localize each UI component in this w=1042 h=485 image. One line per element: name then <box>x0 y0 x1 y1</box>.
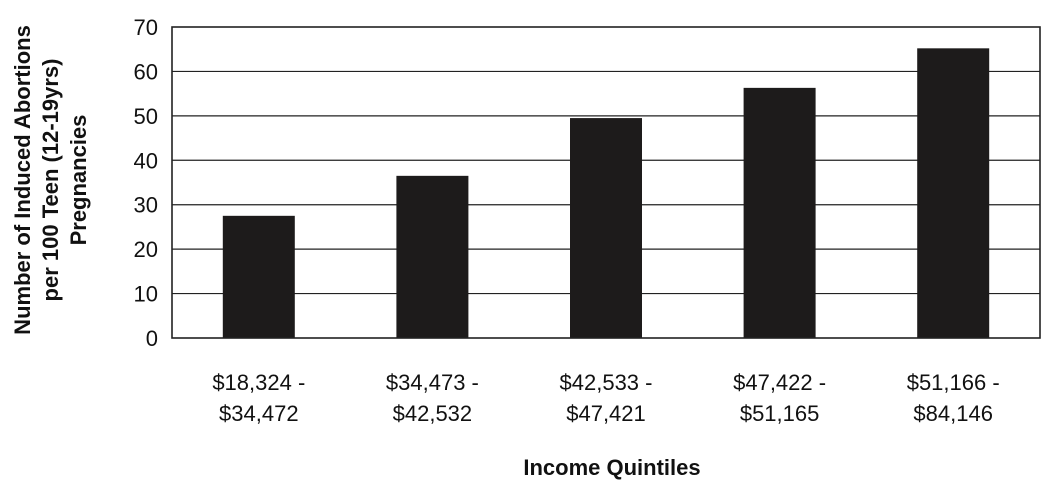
y-tick-label: 50 <box>134 104 158 129</box>
x-category-label: $51,166 - <box>907 370 1000 395</box>
x-category-label: $42,533 - <box>560 370 653 395</box>
bar-4 <box>743 87 816 338</box>
y-axis-title: Number of Induced Abortions per 100 Teen… <box>10 25 91 335</box>
x-category-label: $47,421 <box>566 401 646 426</box>
y-tick-label: 10 <box>134 282 158 307</box>
x-category-label: $42,532 <box>393 401 473 426</box>
y-tick-label: 0 <box>146 326 158 351</box>
x-category-labels: $18,324 - $34,472 $34,473 - $42,532 $42,533 … <box>212 370 999 426</box>
y-axis-title-line-3: Pregnancies <box>66 115 91 246</box>
y-tick-label: 30 <box>134 193 158 218</box>
y-axis-title-line-1: Number of Induced Abortions <box>10 25 35 335</box>
y-tick-label: 20 <box>134 237 158 262</box>
x-category-label: $84,146 <box>913 401 993 426</box>
y-tick-labels: 0 10 20 30 40 50 60 70 <box>134 15 158 351</box>
x-category-label: $18,324 - <box>212 370 305 395</box>
bars <box>222 48 990 338</box>
bar-5 <box>917 48 990 338</box>
x-category-label: $51,165 <box>740 401 820 426</box>
y-tick-label: 40 <box>134 148 158 173</box>
x-category-label: $34,472 <box>219 401 299 426</box>
x-category-label: $47,422 - <box>733 370 826 395</box>
plot-frame <box>171 26 1041 339</box>
bar-3 <box>570 118 642 338</box>
x-category-label: $34,473 - <box>386 370 479 395</box>
y-tick-label: 70 <box>134 15 158 40</box>
y-axis-title-line-2: per 100 Teen (12-19yrs) <box>38 59 63 302</box>
x-axis-title: Income Quintiles <box>523 455 700 480</box>
bar-2 <box>396 175 469 338</box>
bar-1 <box>222 215 295 338</box>
y-tick-label: 60 <box>134 59 158 84</box>
